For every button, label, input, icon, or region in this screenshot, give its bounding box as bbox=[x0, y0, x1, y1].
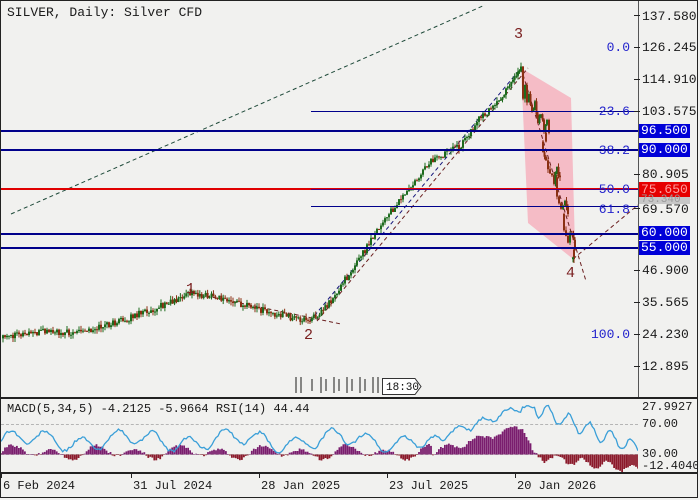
svg-text:18:30: 18:30 bbox=[386, 382, 419, 394]
